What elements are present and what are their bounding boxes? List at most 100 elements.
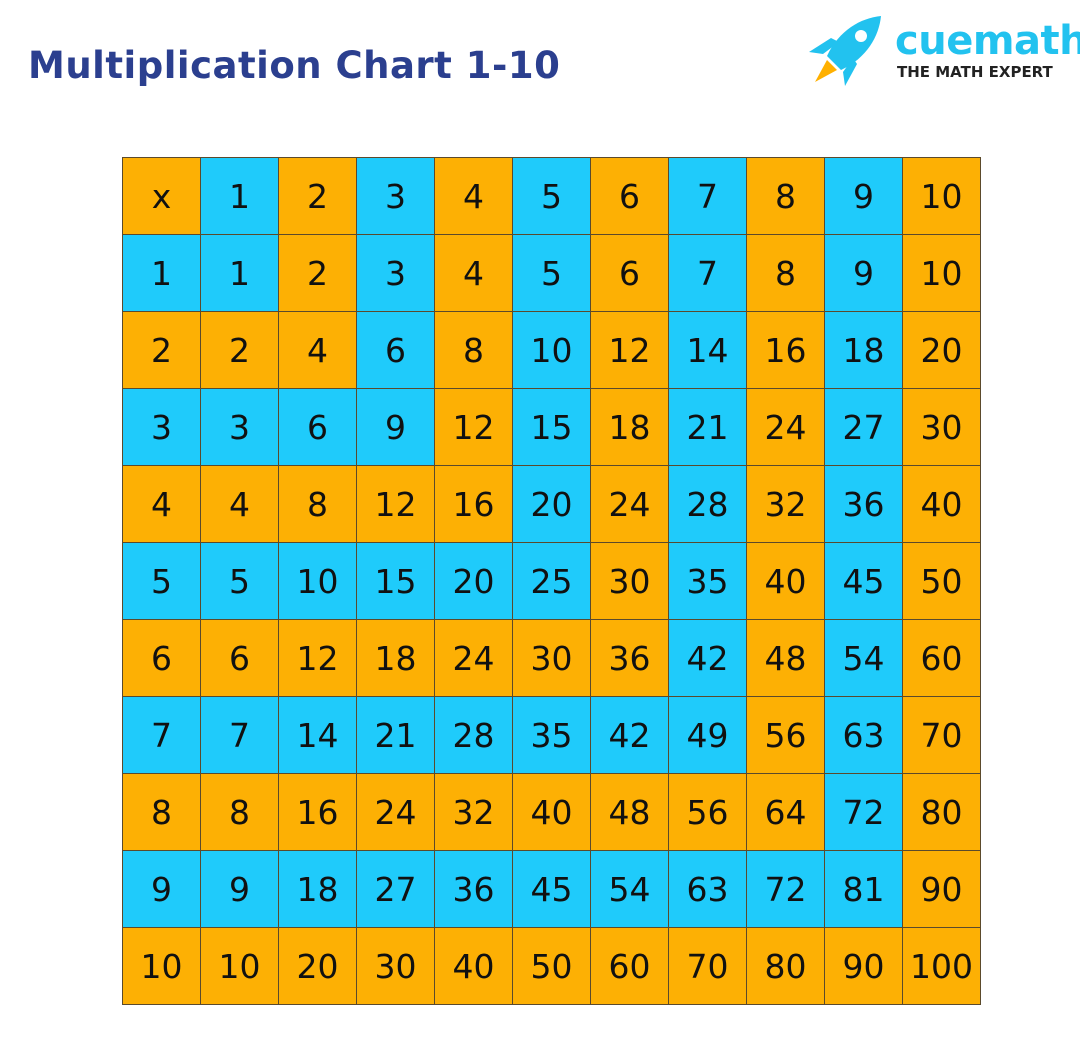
product-cell: 3 bbox=[200, 388, 279, 466]
product-cell: 6 bbox=[200, 619, 279, 697]
table-row: 1 1 2 3 4 5 6 7 8 9 10 bbox=[122, 234, 981, 312]
product-cell: 32 bbox=[746, 465, 825, 543]
table-row: 10 10 20 30 40 50 60 70 80 90 100 bbox=[122, 927, 981, 1005]
product-cell: 35 bbox=[668, 542, 747, 620]
header-cell: 7 bbox=[122, 696, 201, 774]
logo-brand: cuemath bbox=[895, 18, 1080, 64]
product-cell: 80 bbox=[902, 773, 981, 851]
product-cell: 80 bbox=[746, 927, 825, 1005]
product-cell: 45 bbox=[824, 542, 903, 620]
multiplication-table: x 1 2 3 4 5 6 7 8 9 10 1 1 2 3 4 5 6 7 8 9 10 2 2 4 6 8 10 12 14 16 18 2… bbox=[122, 157, 981, 1005]
product-cell: 15 bbox=[512, 388, 591, 466]
product-cell: 1 bbox=[200, 234, 279, 312]
product-cell: 35 bbox=[512, 696, 591, 774]
product-cell: 63 bbox=[824, 696, 903, 774]
product-cell: 18 bbox=[278, 850, 357, 928]
header-cell: 3 bbox=[122, 388, 201, 466]
header-cell: 5 bbox=[122, 542, 201, 620]
product-cell: 56 bbox=[746, 696, 825, 774]
product-cell: 8 bbox=[278, 465, 357, 543]
product-cell: 72 bbox=[824, 773, 903, 851]
product-cell: 12 bbox=[434, 388, 513, 466]
table-row: 7 7 14 21 28 35 42 49 56 63 70 bbox=[122, 696, 981, 774]
table-row: 5 5 10 15 20 25 30 35 40 45 50 bbox=[122, 542, 981, 620]
product-cell: 24 bbox=[590, 465, 669, 543]
product-cell: 90 bbox=[902, 850, 981, 928]
table-row: 6 6 12 18 24 30 36 42 48 54 60 bbox=[122, 619, 981, 697]
product-cell: 12 bbox=[356, 465, 435, 543]
product-cell: 56 bbox=[668, 773, 747, 851]
product-cell: 9 bbox=[356, 388, 435, 466]
product-cell: 21 bbox=[668, 388, 747, 466]
product-cell: 6 bbox=[278, 388, 357, 466]
product-cell: 30 bbox=[512, 619, 591, 697]
product-cell: 100 bbox=[902, 927, 981, 1005]
product-cell: 2 bbox=[278, 234, 357, 312]
product-cell: 81 bbox=[824, 850, 903, 928]
product-cell: 42 bbox=[668, 619, 747, 697]
product-cell: 24 bbox=[356, 773, 435, 851]
product-cell: 15 bbox=[356, 542, 435, 620]
product-cell: 30 bbox=[590, 542, 669, 620]
product-cell: 90 bbox=[824, 927, 903, 1005]
header-cell: 3 bbox=[356, 157, 435, 235]
product-cell: 14 bbox=[278, 696, 357, 774]
product-cell: 5 bbox=[512, 234, 591, 312]
header-cell: 1 bbox=[122, 234, 201, 312]
product-cell: 9 bbox=[200, 850, 279, 928]
product-cell: 2 bbox=[200, 311, 279, 389]
header-cell: 4 bbox=[434, 157, 513, 235]
product-cell: 4 bbox=[200, 465, 279, 543]
product-cell: 70 bbox=[668, 927, 747, 1005]
header-cell: 1 bbox=[200, 157, 279, 235]
product-cell: 9 bbox=[824, 234, 903, 312]
table-row: 8 8 16 24 32 40 48 56 64 72 80 bbox=[122, 773, 981, 851]
product-cell: 25 bbox=[512, 542, 591, 620]
product-cell: 60 bbox=[590, 927, 669, 1005]
product-cell: 20 bbox=[278, 927, 357, 1005]
logo-icon bbox=[809, 16, 881, 86]
product-cell: 18 bbox=[824, 311, 903, 389]
header-cell: 6 bbox=[590, 157, 669, 235]
product-cell: 45 bbox=[512, 850, 591, 928]
product-cell: 27 bbox=[824, 388, 903, 466]
product-cell: 20 bbox=[512, 465, 591, 543]
product-cell: 36 bbox=[434, 850, 513, 928]
product-cell: 40 bbox=[512, 773, 591, 851]
product-cell: 6 bbox=[356, 311, 435, 389]
product-cell: 4 bbox=[278, 311, 357, 389]
header-cell: 2 bbox=[278, 157, 357, 235]
product-cell: 3 bbox=[356, 234, 435, 312]
product-cell: 18 bbox=[356, 619, 435, 697]
product-cell: 8 bbox=[434, 311, 513, 389]
table-row: x 1 2 3 4 5 6 7 8 9 10 bbox=[122, 157, 981, 235]
header-cell: 6 bbox=[122, 619, 201, 697]
header-cell: 2 bbox=[122, 311, 201, 389]
product-cell: 28 bbox=[668, 465, 747, 543]
product-cell: 14 bbox=[668, 311, 747, 389]
header-cell: x bbox=[122, 157, 201, 235]
product-cell: 5 bbox=[200, 542, 279, 620]
product-cell: 60 bbox=[902, 619, 981, 697]
header-cell: 10 bbox=[122, 927, 201, 1005]
product-cell: 6 bbox=[590, 234, 669, 312]
product-cell: 54 bbox=[824, 619, 903, 697]
product-cell: 21 bbox=[356, 696, 435, 774]
product-cell: 50 bbox=[902, 542, 981, 620]
header-cell: 4 bbox=[122, 465, 201, 543]
product-cell: 16 bbox=[746, 311, 825, 389]
product-cell: 10 bbox=[902, 234, 981, 312]
table-row: 4 4 8 12 16 20 24 28 32 36 40 bbox=[122, 465, 981, 543]
header-cell: 8 bbox=[122, 773, 201, 851]
product-cell: 40 bbox=[902, 465, 981, 543]
product-cell: 63 bbox=[668, 850, 747, 928]
product-cell: 48 bbox=[746, 619, 825, 697]
header-cell: 9 bbox=[824, 157, 903, 235]
logo-tagline: THE MATH EXPERT bbox=[897, 63, 1053, 81]
header-cell: 8 bbox=[746, 157, 825, 235]
product-cell: 64 bbox=[746, 773, 825, 851]
header-cell: 9 bbox=[122, 850, 201, 928]
product-cell: 16 bbox=[278, 773, 357, 851]
header-cell: 10 bbox=[902, 157, 981, 235]
